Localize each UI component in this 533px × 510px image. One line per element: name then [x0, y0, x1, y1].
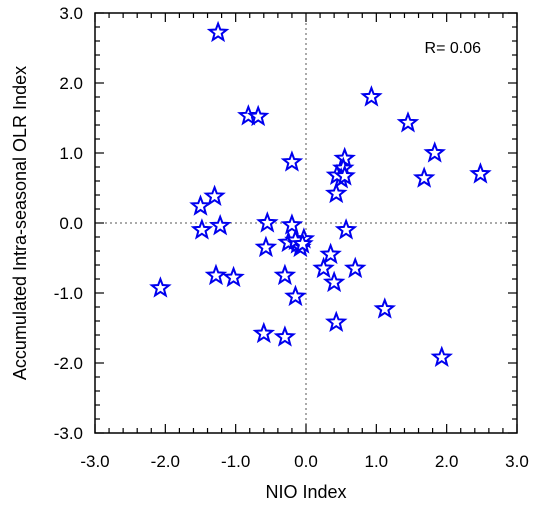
data-point-star [254, 235, 278, 258]
correlation-annotation: R= 0.06 [425, 40, 482, 57]
data-point-star [149, 276, 172, 298]
plot-frame [94, 12, 518, 434]
data-point-star [273, 325, 297, 347]
x-axis-ticks: -3.0 -2.0 -1.0 0.0 1.0 2.0 3.0 [80, 13, 529, 471]
y-tick-label: -2.0 [54, 354, 83, 373]
x-tick-label: -3.0 [80, 452, 109, 471]
data-point-star [373, 297, 397, 319]
y-tick-label: 2.0 [59, 74, 83, 93]
data-point-star [252, 321, 276, 344]
data-point-star [203, 184, 226, 206]
data-points [149, 20, 492, 367]
x-tick-label: 1.0 [365, 452, 389, 471]
y-tick-label: 1.0 [59, 144, 83, 163]
data-point-star [324, 310, 348, 332]
data-point-star [256, 211, 279, 233]
data-point-star [469, 162, 492, 184]
y-tick-label: 3.0 [59, 4, 83, 23]
x-tick-label: -2.0 [151, 452, 180, 471]
data-point-star [273, 263, 297, 286]
data-point-star [412, 166, 436, 188]
data-point-star [322, 270, 346, 293]
x-axis-title: NIO Index [265, 482, 346, 502]
y-axis-ticks: -3.0 -2.0 -1.0 0.0 1.0 2.0 3.0 [54, 4, 517, 443]
data-point-star [204, 263, 228, 286]
data-point-star [222, 265, 245, 288]
y-tick-label: -1.0 [54, 284, 83, 303]
x-tick-label: -1.0 [221, 452, 250, 471]
y-tick-label: -3.0 [54, 424, 83, 443]
data-point-star [208, 213, 232, 236]
y-tick-label: 0.0 [59, 214, 83, 233]
x-tick-label: 3.0 [505, 452, 529, 471]
data-point-star [334, 218, 358, 240]
data-point-star [396, 111, 420, 133]
data-point-star [319, 242, 342, 265]
y-axis-title: Accumulated Intra-seasonal OLR Index [10, 66, 30, 380]
data-point-star [360, 85, 383, 107]
x-tick-label: 2.0 [435, 452, 459, 471]
data-point-star [280, 150, 304, 172]
data-point-star [246, 104, 270, 127]
data-point-star [284, 284, 307, 307]
x-tick-label: 0.0 [294, 452, 318, 471]
data-point-star [343, 256, 367, 279]
data-point-star [291, 232, 314, 254]
data-point-star [280, 213, 304, 235]
data-point-star [189, 194, 212, 216]
data-point-star [190, 218, 214, 240]
data-point-star [206, 20, 230, 43]
data-point-star [423, 141, 446, 163]
data-point-star [430, 345, 453, 367]
data-point-star [312, 256, 335, 279]
zero-reference-lines [95, 13, 517, 433]
data-point-star [324, 181, 348, 204]
data-point-star [333, 164, 356, 186]
